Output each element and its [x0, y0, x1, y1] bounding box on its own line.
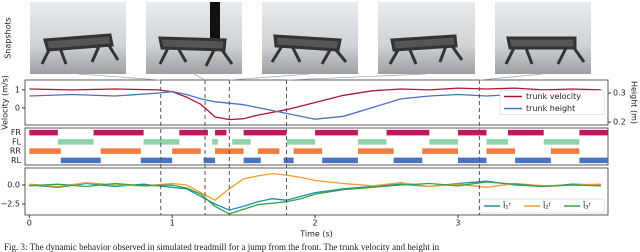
snapshot	[495, 2, 591, 74]
legend-label: trunk velocity	[526, 92, 581, 101]
stance-bar	[243, 129, 287, 136]
snapshot-connector	[77, 73, 161, 81]
y-axis-label: Velocity (m/s)	[1, 75, 10, 130]
stance-bar	[100, 148, 141, 154]
stance-bar	[357, 139, 387, 145]
x-tick-label: 2	[313, 219, 318, 228]
stance-bar	[422, 148, 458, 154]
legend-label: Î₁ᶠ	[502, 200, 511, 211]
stance-bar	[386, 129, 430, 136]
stance-bar	[257, 148, 280, 154]
y-tick-label: 0	[15, 103, 20, 112]
stance-bar	[457, 129, 487, 136]
stance-bar	[515, 157, 551, 164]
y-tick-label: 1	[15, 85, 20, 94]
x-tick-label: 3	[455, 219, 460, 228]
stance-bar	[507, 129, 544, 136]
stance-bar	[143, 139, 180, 145]
stance-bar	[203, 157, 216, 164]
stance-bar	[179, 129, 208, 136]
stance-bar	[212, 139, 218, 145]
stance-bar	[393, 157, 423, 164]
axes-frame	[24, 79, 609, 126]
y-tick-label: −2.5	[1, 199, 20, 208]
stance-bar	[579, 157, 608, 164]
stance-bar	[57, 139, 94, 145]
x-axis-label: Time (s)	[299, 230, 333, 239]
axes-frame	[24, 167, 609, 216]
x-tick-label: 0	[27, 219, 32, 228]
stance-bar	[429, 139, 458, 145]
stance-bar	[29, 129, 58, 136]
stance-bar	[550, 148, 580, 154]
x-tick-label: 1	[170, 219, 175, 228]
y2-tick-label: 0.2	[613, 118, 626, 127]
snapshot	[378, 2, 475, 74]
stance-bar	[29, 148, 61, 154]
stance-bar	[486, 148, 516, 154]
stance-bar	[579, 129, 608, 136]
leg-label: RR	[10, 147, 22, 156]
legend-label: trunk height	[526, 104, 575, 113]
stance-bar	[232, 139, 251, 145]
legend-box	[499, 90, 605, 115]
stance-bar	[315, 129, 358, 136]
legend-label: Î₃ᶠ	[582, 200, 591, 211]
y2-tick-label: 0.3	[613, 89, 626, 98]
series-line	[29, 181, 601, 215]
stance-bar	[286, 139, 316, 145]
snapshot	[146, 2, 242, 74]
snapshot-connector	[193, 73, 206, 81]
stance-bar	[93, 129, 144, 136]
axes-frame	[24, 127, 609, 166]
stance-bar	[215, 129, 227, 136]
stance-bar	[140, 157, 173, 164]
series-line	[29, 180, 601, 211]
snapshot	[262, 2, 358, 74]
stance-bar	[293, 148, 323, 154]
stance-bar	[243, 157, 261, 164]
stance-bar	[457, 157, 487, 164]
legend-box	[479, 198, 605, 214]
stance-bar	[543, 139, 580, 145]
leg-label: FR	[11, 128, 22, 137]
leg-label: RL	[11, 156, 22, 165]
y2-axis-label: Height (m)	[630, 81, 639, 124]
stance-bar	[60, 157, 101, 164]
caption: Fig. 3: The dynamic behavior observed in…	[4, 242, 440, 252]
stance-bar	[486, 139, 508, 145]
stance-bar	[172, 148, 201, 154]
legend-label: Î₂ᶠ	[542, 200, 551, 211]
y-tick-label: 0.0	[7, 181, 20, 190]
snapshot-connector	[286, 73, 427, 81]
leg-label: FL	[12, 137, 22, 146]
snapshots-label: Snapshots	[4, 17, 13, 59]
snapshot-connector	[479, 73, 544, 81]
snapshot	[30, 2, 126, 74]
series-line	[29, 90, 601, 120]
stance-bar	[283, 157, 294, 164]
stance-bar	[322, 157, 358, 164]
snapshot-connector	[229, 73, 311, 81]
stance-bar	[357, 148, 394, 154]
